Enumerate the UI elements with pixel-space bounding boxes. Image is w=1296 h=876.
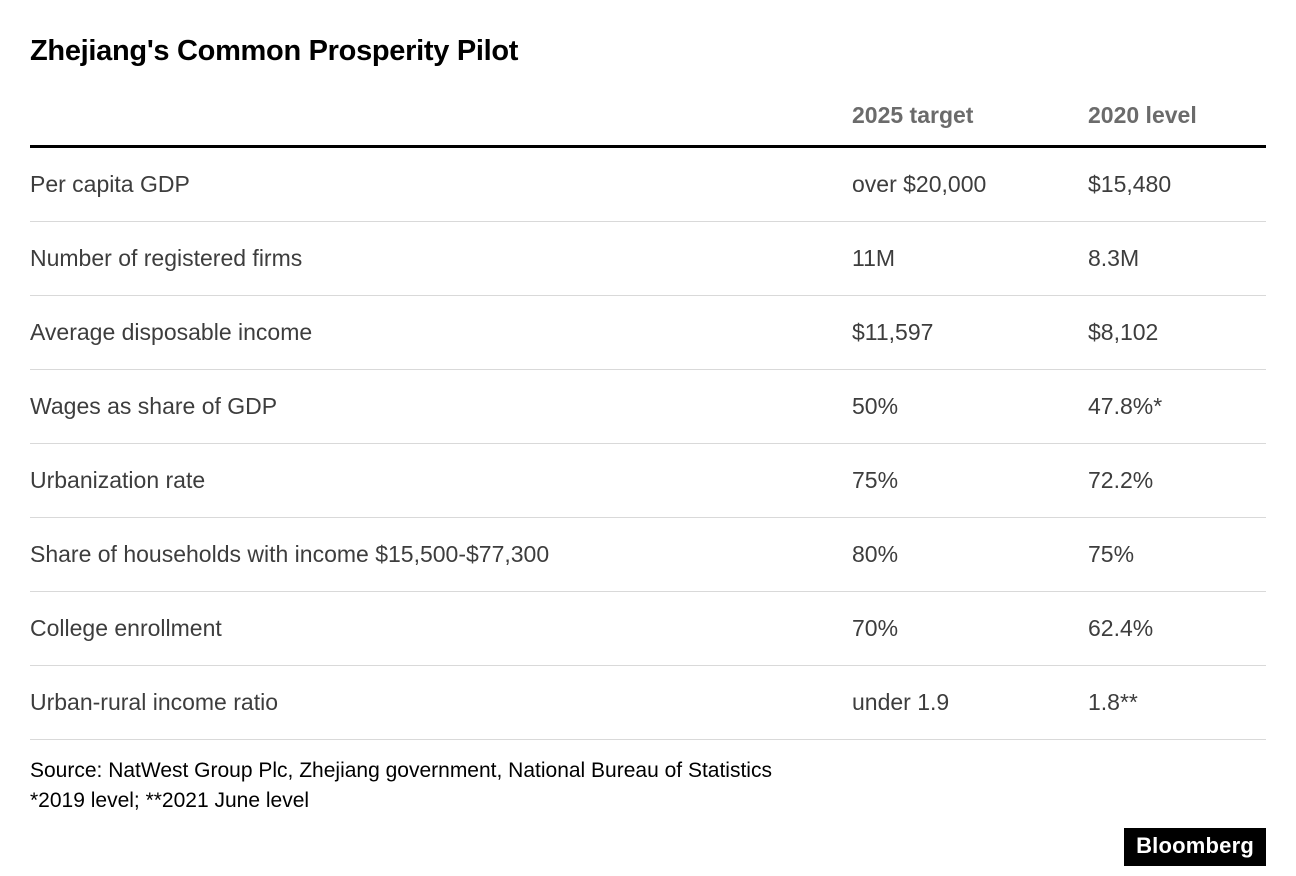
table-header-row: 2025 target 2020 level bbox=[30, 102, 1266, 148]
row-target-value: $11,597 bbox=[852, 318, 934, 345]
row-level-value: 1.8** bbox=[1088, 688, 1138, 715]
row-target-value: 80% bbox=[852, 540, 899, 567]
row-target-value: over $20,000 bbox=[852, 170, 987, 197]
row-label: Share of households with income $15,500-… bbox=[30, 540, 550, 567]
table-row: Average disposable income $11,597 $8,102 bbox=[30, 296, 1266, 370]
row-target-value: under 1.9 bbox=[852, 688, 950, 715]
row-label: Per capita GDP bbox=[30, 170, 190, 197]
row-label: Average disposable income bbox=[30, 318, 313, 345]
row-target-value: 75% bbox=[852, 466, 899, 493]
row-level-value: 8.3M bbox=[1088, 244, 1140, 271]
row-level-value: 47.8%* bbox=[1088, 392, 1163, 419]
row-label: Number of registered firms bbox=[30, 244, 303, 271]
row-label: College enrollment bbox=[30, 614, 222, 641]
row-label: Urbanization rate bbox=[30, 466, 206, 493]
bloomberg-logo: Bloomberg bbox=[1124, 828, 1266, 866]
row-label: Wages as share of GDP bbox=[30, 392, 278, 419]
table-row: College enrollment 70% 62.4% bbox=[30, 592, 1266, 666]
column-header-2025-target: 2025 target bbox=[852, 101, 974, 128]
row-target-value: 11M bbox=[852, 244, 896, 271]
footnote-text: *2019 level; **2021 June level bbox=[30, 789, 310, 813]
row-target-value: 70% bbox=[852, 614, 899, 641]
row-level-value: 75% bbox=[1088, 540, 1135, 567]
row-level-value: $15,480 bbox=[1088, 170, 1172, 197]
row-label: Urban-rural income ratio bbox=[30, 688, 278, 715]
data-table: Per capita GDP over $20,000 $15,480 Numb… bbox=[30, 148, 1266, 740]
page-title: Zhejiang's Common Prosperity Pilot bbox=[30, 35, 519, 67]
table-row: Wages as share of GDP 50% 47.8%* bbox=[30, 370, 1266, 444]
row-level-value: $8,102 bbox=[1088, 318, 1159, 345]
source-text: Source: NatWest Group Plc, Zhejiang gove… bbox=[30, 758, 772, 782]
table-row: Number of registered firms 11M 8.3M bbox=[30, 222, 1266, 296]
chart-footer: Source: NatWest Group Plc, Zhejiang gove… bbox=[30, 756, 1266, 817]
table-row: Share of households with income $15,500-… bbox=[30, 518, 1266, 592]
column-header-2020-level: 2020 level bbox=[1088, 101, 1197, 128]
row-level-value: 62.4% bbox=[1088, 614, 1154, 641]
row-target-value: 50% bbox=[852, 392, 899, 419]
table-row: Urban-rural income ratio under 1.9 1.8** bbox=[30, 666, 1266, 740]
row-level-value: 72.2% bbox=[1088, 466, 1154, 493]
table-row: Urbanization rate 75% 72.2% bbox=[30, 444, 1266, 518]
table-row: Per capita GDP over $20,000 $15,480 bbox=[30, 148, 1266, 222]
